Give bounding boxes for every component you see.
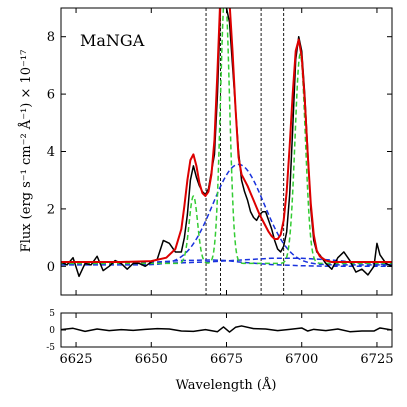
main-plot-frame bbox=[60, 7, 393, 296]
x-tick-label-6675: 6675 bbox=[210, 352, 243, 367]
main-panel-title: MaNGA bbox=[80, 31, 145, 50]
series-total-fit bbox=[61, 8, 392, 263]
residual-plot-area bbox=[61, 325, 392, 333]
series-narrow-components bbox=[61, 8, 392, 265]
y-tick-label-2: 2 bbox=[47, 202, 55, 217]
series-broad-component bbox=[61, 163, 392, 266]
main-plot-area bbox=[61, 8, 392, 295]
residual-panel: -5 0 5 6625 6650 6675 6700 6725 Wavelength (Å) bbox=[46, 309, 393, 393]
main-axis-ticks: 0 2 4 6 8 bbox=[47, 8, 392, 295]
x-tick-label-6700: 6700 bbox=[285, 352, 318, 367]
y-tick-label--5: -5 bbox=[46, 343, 55, 353]
residual-axis-ticks: -5 0 5 6625 6650 6675 6700 6725 bbox=[46, 309, 393, 367]
x-tick-label-6625: 6625 bbox=[59, 352, 92, 367]
x-tick-label-6725: 6725 bbox=[360, 352, 393, 367]
series-broad-base-components-2 bbox=[61, 259, 392, 268]
y-tick-label-0: 0 bbox=[49, 326, 55, 336]
y-tick-label-6: 6 bbox=[47, 88, 55, 103]
y-tick-label-5: 5 bbox=[49, 309, 55, 319]
y-tick-label-8: 8 bbox=[47, 30, 55, 45]
main-panel: 0 2 4 6 8 MaNGA Flux (erg s⁻¹ cm⁻² Å⁻¹) × 10… bbox=[18, 7, 393, 296]
x-tick-label-6650: 6650 bbox=[135, 352, 168, 367]
x-axis-label: Wavelength (Å) bbox=[176, 377, 277, 393]
y-tick-label-4: 4 bbox=[47, 145, 55, 160]
series-residuals bbox=[61, 325, 392, 333]
y-tick-label-0: 0 bbox=[47, 260, 55, 275]
main-y-axis-label: Flux (erg s⁻¹ cm⁻² Å⁻¹) × 10⁻¹⁷ bbox=[18, 50, 34, 253]
